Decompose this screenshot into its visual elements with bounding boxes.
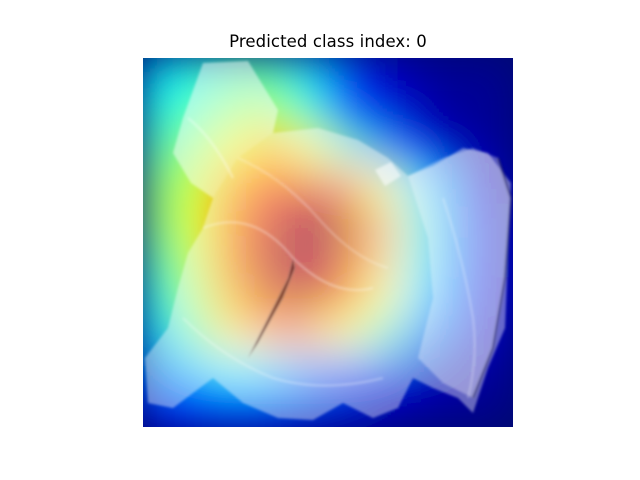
object-edge-shadow <box>471 157 513 399</box>
heat-cell-r1-c6 <box>363 92 404 134</box>
object-small-tab <box>375 162 401 186</box>
object-top-flap <box>173 61 278 198</box>
object-overlay <box>145 61 513 420</box>
heat-cell-r0-c0 <box>143 58 182 97</box>
heat-cell-r1-c8 <box>437 92 478 134</box>
object-crease-line-1 <box>202 221 374 291</box>
object-crease-line-2 <box>237 157 389 269</box>
object-crease-line-4 <box>442 197 476 399</box>
heat-cell-r1-c9 <box>474 92 513 134</box>
heatmap-image <box>143 58 513 427</box>
heat-cell-r0-c4 <box>289 58 330 97</box>
heat-cell-r4-c0 <box>143 203 182 245</box>
heat-cell-r0-c8 <box>437 58 478 97</box>
heat-cell-r0-c6 <box>363 58 404 97</box>
heat-cell-r5-c0 <box>143 240 182 282</box>
heat-cell-r1-c4 <box>289 92 330 134</box>
chart-title: Predicted class index: 0 <box>229 32 427 51</box>
object-right-panel <box>408 148 511 398</box>
heat-cell-r9-c9 <box>474 388 513 427</box>
heat-cell-r0-c9 <box>474 58 513 97</box>
heat-cell-r0-c7 <box>400 58 441 97</box>
heat-cell-r9-c7 <box>400 388 441 427</box>
object-crease-line-5 <box>187 117 234 179</box>
heat-cell-r1-c0 <box>143 92 182 134</box>
heat-cell-r1-c7 <box>400 92 441 134</box>
heat-cell-r3-c0 <box>143 166 182 208</box>
object-crease-line-3 <box>182 317 384 387</box>
heat-cell-r1-c5 <box>326 92 367 134</box>
heat-cell-r0-c5 <box>326 58 367 97</box>
